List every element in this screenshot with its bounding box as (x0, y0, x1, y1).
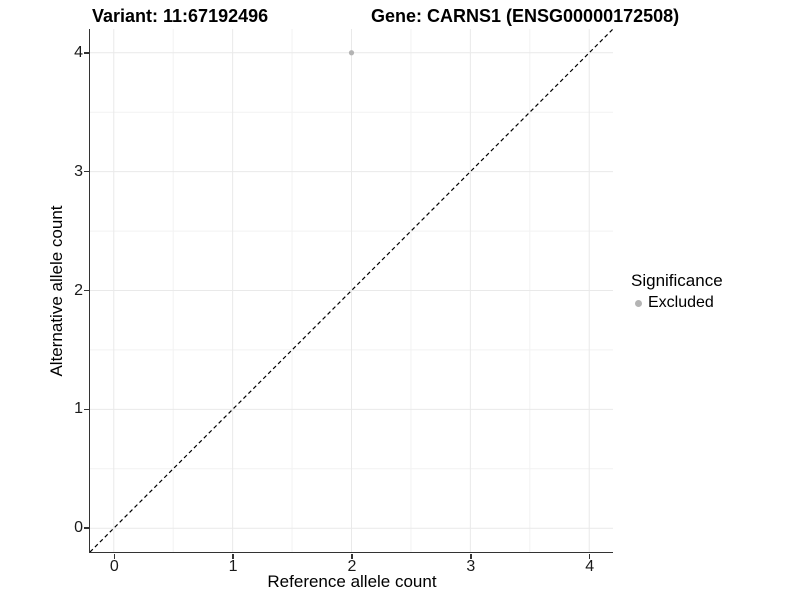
plot-panel (89, 29, 613, 553)
y-tick-mark (84, 408, 89, 411)
legend-title: Significance (631, 271, 723, 290)
y-tick-mark (84, 289, 89, 292)
y-tick-label: 2 (74, 281, 83, 299)
variant-title: Variant: 11:67192496 (92, 6, 269, 26)
x-tick-label: 2 (347, 558, 357, 575)
legend-item-label: Excluded (648, 294, 714, 311)
x-axis-title: Reference allele count (267, 572, 437, 591)
identity-line (90, 29, 613, 552)
gene-title: Gene: CARNS1 (ENSG00000172508) (371, 6, 680, 26)
y-tick-mark (84, 527, 89, 529)
y-tick-mark (84, 170, 89, 173)
y-tick-label: 3 (74, 162, 83, 180)
x-tick-label: 1 (228, 558, 238, 575)
x-tick-mark (113, 554, 116, 559)
x-tick-mark (232, 554, 234, 559)
legend-items: Excluded (631, 294, 723, 312)
plot-canvas (90, 29, 613, 552)
x-tick-label: 0 (109, 558, 119, 575)
x-tick-mark (588, 554, 591, 559)
data-point (348, 50, 355, 56)
y-tick-label: 0 (74, 519, 83, 537)
y-tick-label: 1 (74, 400, 83, 418)
legend-item: Excluded (631, 294, 723, 312)
legend: Significance Excluded (631, 271, 723, 312)
x-tick-mark (351, 554, 353, 559)
x-tick-mark (470, 554, 472, 559)
legend-point-icon (635, 299, 642, 307)
x-tick-label: 3 (466, 558, 476, 575)
x-tick-label: 4 (585, 558, 595, 575)
y-tick-label: 4 (74, 43, 83, 61)
y-tick-mark (84, 52, 89, 54)
